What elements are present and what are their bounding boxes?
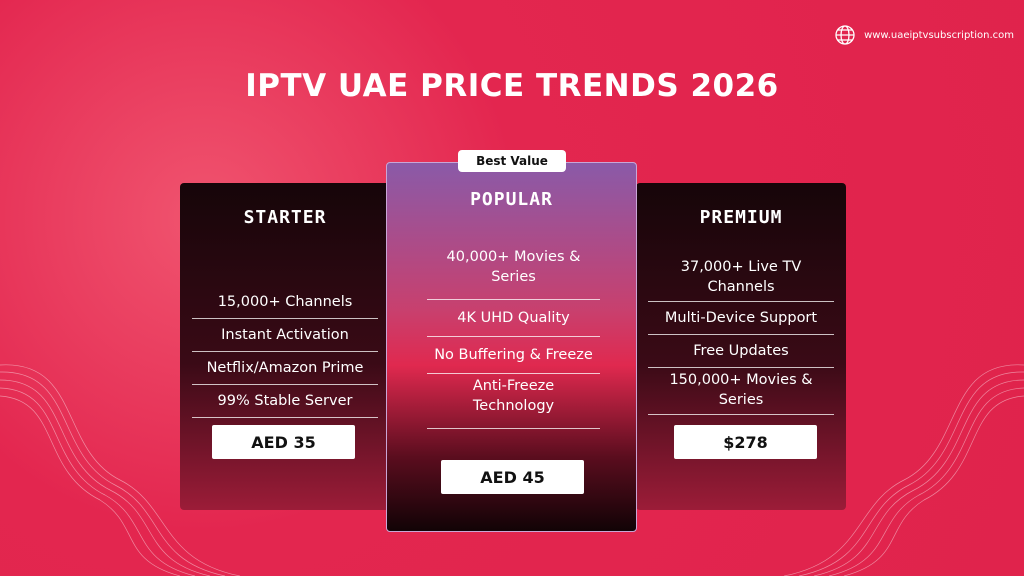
- feature: 37,000+ Live TV Channels: [648, 255, 834, 302]
- website: www.uaeiptvsubscription.com: [834, 24, 1014, 46]
- plan-name: POPULAR: [470, 189, 553, 210]
- feature: Instant Activation: [192, 319, 378, 352]
- feature: Multi-Device Support: [648, 302, 834, 335]
- plan-name: PREMIUM: [699, 207, 783, 228]
- plan-card: POPULAR 40,000+ Movies & Series 4K UHD Qua…: [386, 162, 637, 532]
- feature: 40,000+ Movies & Series: [427, 245, 600, 300]
- feature-list: 37,000+ Live TV Channels Multi-Device Sup…: [648, 255, 834, 415]
- feature: No Buffering & Freeze: [427, 337, 600, 374]
- plan-card: STARTER 15,000+ Channels Instant Activatio…: [180, 183, 390, 510]
- feature: 4K UHD Quality: [427, 300, 600, 337]
- feature: 15,000+ Channels: [192, 286, 378, 319]
- price: AED 35: [212, 425, 355, 459]
- feature-list: 40,000+ Movies & Series 4K UHD Quality No …: [427, 245, 600, 429]
- feature: 150,000+ Movies & Series: [648, 368, 834, 415]
- globe-icon: [835, 25, 855, 45]
- feature: Free Updates: [648, 335, 834, 368]
- website-url: www.uaeiptvsubscription.com: [864, 29, 1014, 41]
- title: IPTV UAE PRICE TRENDS 2026: [245, 68, 779, 104]
- plan-card: PREMIUM 37,000+ Live TV Channels Multi-Dev…: [636, 183, 846, 510]
- feature-list: 15,000+ Channels Instant Activation Netfli…: [192, 286, 378, 418]
- price: AED 45: [441, 460, 584, 494]
- price: $278: [674, 425, 817, 459]
- badge: Best Value: [458, 150, 566, 172]
- feature: 99% Stable Server: [192, 385, 378, 418]
- feature: Anti-Freeze Technology: [427, 374, 600, 429]
- feature: Netflix/Amazon Prime: [192, 352, 378, 385]
- plan-name: STARTER: [243, 207, 327, 228]
